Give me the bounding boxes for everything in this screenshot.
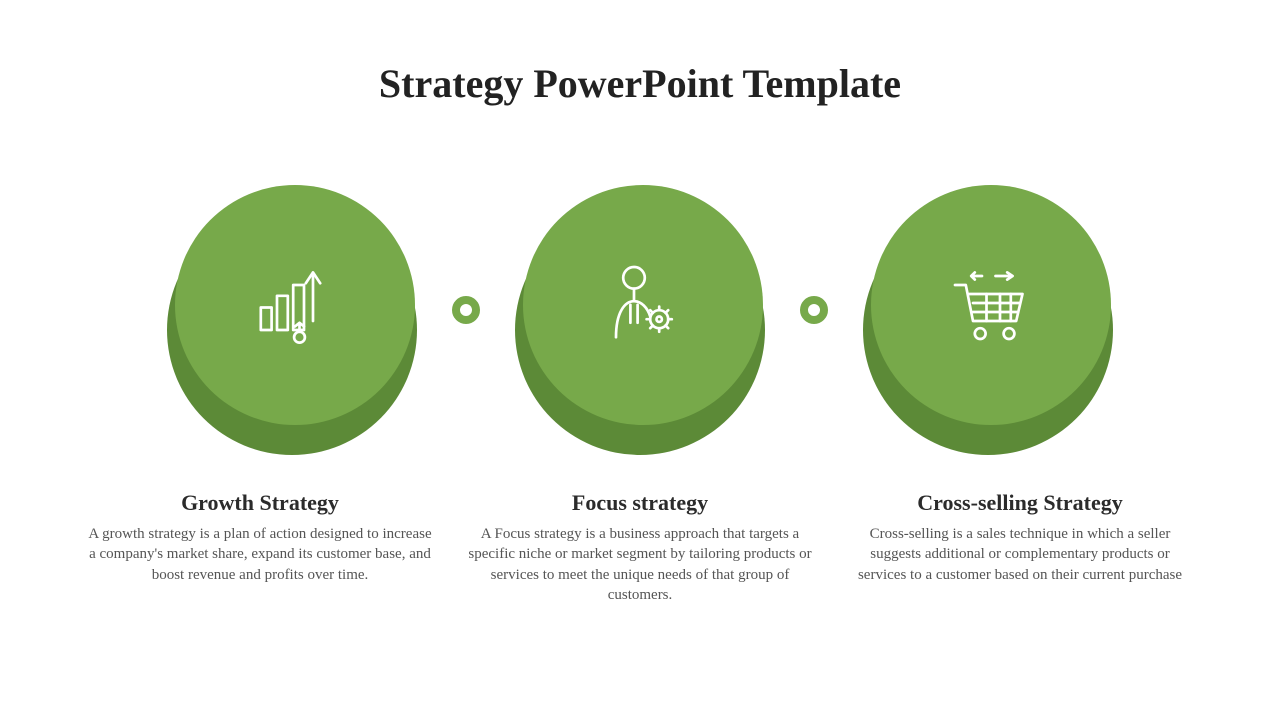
circle-cross-selling — [863, 185, 1113, 435]
circle-face — [871, 185, 1111, 425]
item-title: Focus strategy — [465, 490, 815, 516]
circle-focus — [515, 185, 765, 435]
circles-row — [0, 170, 1280, 450]
text-block-focus: Focus strategy A Focus strategy is a bus… — [465, 490, 815, 605]
cart-arrows-icon — [946, 258, 1036, 353]
item-title: Cross-selling Strategy — [845, 490, 1195, 516]
text-row: Growth Strategy A growth strategy is a p… — [0, 490, 1280, 605]
item-desc: A Focus strategy is a business approach … — [465, 524, 815, 605]
circle-face — [523, 185, 763, 425]
text-block-cross-selling: Cross-selling Strategy Cross-selling is … — [845, 490, 1195, 605]
connector-dot — [452, 296, 480, 324]
text-block-growth: Growth Strategy A growth strategy is a p… — [85, 490, 435, 605]
connector-dot — [800, 296, 828, 324]
person-gear-icon — [598, 258, 688, 353]
item-desc: A growth strategy is a plan of action de… — [85, 524, 435, 585]
item-title: Growth Strategy — [85, 490, 435, 516]
slide-title: Strategy PowerPoint Template — [0, 60, 1280, 107]
circle-face — [175, 185, 415, 425]
item-desc: Cross-selling is a sales technique in wh… — [845, 524, 1195, 585]
circle-growth — [167, 185, 417, 435]
bar-chart-growth-icon — [250, 258, 340, 353]
